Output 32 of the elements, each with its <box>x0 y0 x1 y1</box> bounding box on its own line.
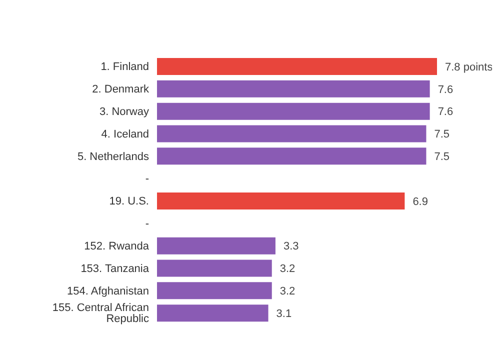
bar <box>157 148 426 165</box>
bar <box>157 192 405 210</box>
data-label: 3.2 <box>280 263 296 276</box>
y-tick-label: 153. Tanzania <box>80 262 150 275</box>
y-tick-label: - <box>145 218 150 230</box>
data-label: 7.5 <box>434 128 450 141</box>
y-tick-label: 155. Central African Republic <box>52 302 150 326</box>
bar <box>157 80 430 98</box>
data-label: 7.6 <box>438 106 454 118</box>
y-tick-label: 152. Rwanda <box>84 240 150 252</box>
data-label: 3.2 <box>280 286 296 298</box>
bar <box>157 102 430 120</box>
y-tick-label: 4. Iceland <box>101 128 149 140</box>
y-tick-label: 2. Denmark <box>92 84 150 96</box>
bar <box>157 282 272 300</box>
bar <box>157 58 437 75</box>
y-tick-label: - <box>145 173 150 186</box>
bar <box>157 237 276 254</box>
bar <box>157 304 268 322</box>
data-label: 7.6 <box>438 84 454 96</box>
data-label: 3.3 <box>283 240 299 253</box>
y-tick-label: 3. Norway <box>99 106 150 118</box>
y-tick-label: 19. U.S. <box>109 196 149 208</box>
y-tick-label: 5. Netherlands <box>77 150 150 163</box>
data-label: 7.8 points <box>445 61 494 74</box>
bar <box>157 260 272 277</box>
data-label: 6.9 <box>412 196 428 208</box>
y-tick-label: 154. Afghanistan <box>67 285 149 298</box>
y-tick-label: 1. Finland <box>100 61 149 74</box>
data-label: 7.5 <box>434 151 450 164</box>
bar <box>157 125 426 142</box>
data-label: 3.1 <box>276 308 292 320</box>
